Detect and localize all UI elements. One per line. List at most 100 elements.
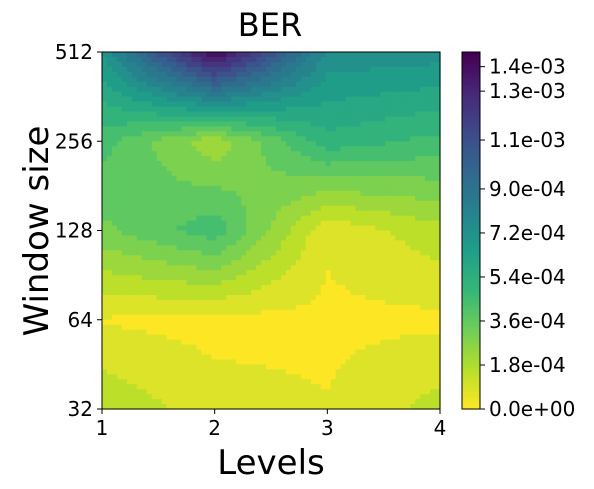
contour-cell — [335, 309, 342, 316]
contour-cell — [390, 369, 396, 375]
contour-cell — [231, 399, 237, 405]
contour-cell — [136, 294, 143, 301]
contour-cell — [290, 171, 297, 177]
contour-cell — [395, 91, 401, 98]
contour-cell — [171, 116, 178, 123]
contour-cell — [211, 265, 217, 271]
contour-cell — [310, 81, 317, 88]
contour-cell — [280, 230, 287, 237]
chart-title: BER — [238, 6, 302, 44]
contour-cell — [320, 230, 327, 237]
contour-cell — [151, 116, 158, 123]
contour-cell — [430, 329, 436, 336]
contour-cell — [211, 81, 217, 88]
contour-cell — [410, 309, 416, 316]
contour-cell — [136, 106, 143, 113]
contour-cell — [166, 309, 173, 316]
contour-cell — [141, 339, 148, 346]
contour-cell — [395, 81, 401, 88]
contour-cell — [191, 319, 198, 326]
contour-cell — [261, 61, 267, 68]
contour-cell — [171, 285, 178, 291]
contour-cell — [231, 180, 237, 187]
contour-cell — [126, 299, 133, 306]
contour-cell — [420, 121, 426, 127]
contour-cell — [161, 250, 168, 256]
contour-cell — [390, 304, 396, 311]
contour-cell — [201, 111, 207, 118]
contour-cell — [261, 56, 267, 63]
contour-cell — [335, 111, 342, 118]
contour-cell — [380, 255, 386, 261]
contour-cell — [221, 141, 227, 147]
contour-cell — [350, 91, 357, 98]
contour-cell — [395, 235, 401, 242]
contour-cell — [410, 175, 416, 182]
contour-cell — [335, 265, 342, 271]
contour-cell — [221, 131, 227, 137]
contour-cell — [161, 106, 168, 113]
contour-cell — [201, 91, 207, 98]
contour-cell — [226, 171, 232, 177]
contour-cell — [280, 161, 287, 167]
contour-cell — [320, 334, 327, 341]
contour-cell — [146, 185, 153, 192]
contour-cell — [280, 270, 287, 276]
contour-cell — [280, 210, 287, 217]
contour-cell — [390, 121, 396, 127]
contour-cell — [295, 96, 302, 103]
contour-cell — [430, 394, 436, 400]
contour-cell — [141, 210, 148, 217]
contour-cell — [166, 151, 173, 157]
contour-cell — [246, 354, 252, 361]
contour-cell — [310, 265, 317, 271]
contour-cell — [191, 151, 198, 157]
contour-cell — [335, 334, 342, 341]
contour-cell — [420, 334, 426, 341]
contour-cell — [365, 141, 372, 147]
contour-cell — [415, 136, 421, 142]
contour-cell — [166, 81, 173, 88]
contour-cell — [116, 141, 123, 147]
contour-cell — [221, 210, 227, 217]
contour-cell — [395, 76, 401, 83]
contour-cell — [256, 116, 262, 123]
contour-cell — [171, 319, 178, 326]
contour-cell — [385, 285, 391, 291]
contour-cell — [345, 294, 352, 301]
contour-cell — [330, 86, 337, 93]
contour-cell — [365, 354, 372, 361]
contour-cell — [420, 185, 426, 192]
contour-cell — [151, 76, 158, 83]
contour-cell — [156, 314, 163, 321]
contour-cell — [325, 404, 332, 410]
contour-cell — [355, 290, 362, 296]
contour-cell — [290, 349, 297, 356]
contour-cell — [116, 359, 123, 365]
contour-cell — [370, 384, 376, 390]
contour-cell — [136, 285, 143, 291]
contour-cell — [111, 339, 118, 346]
contour-cell — [325, 81, 332, 88]
contour-cell — [251, 195, 257, 202]
contour-cell — [216, 61, 222, 68]
contour-cell — [305, 190, 312, 197]
contour-cell — [131, 309, 138, 316]
contour-cell — [226, 111, 232, 118]
contour-cell — [106, 215, 113, 222]
contour-cell — [385, 136, 391, 142]
contour-cell — [246, 86, 252, 93]
contour-cell — [315, 146, 322, 152]
contour-cell — [271, 161, 277, 167]
contour-cell — [171, 225, 178, 232]
contour-cell — [216, 265, 222, 271]
contour-cell — [266, 136, 272, 142]
contour-cell — [206, 131, 212, 137]
contour-cell — [275, 166, 282, 172]
contour-cell — [290, 180, 297, 187]
contour-cell — [171, 190, 178, 197]
contour-cell — [275, 210, 282, 217]
contour-cell — [355, 250, 362, 256]
contour-cell — [256, 285, 262, 291]
contour-cell — [395, 290, 401, 296]
